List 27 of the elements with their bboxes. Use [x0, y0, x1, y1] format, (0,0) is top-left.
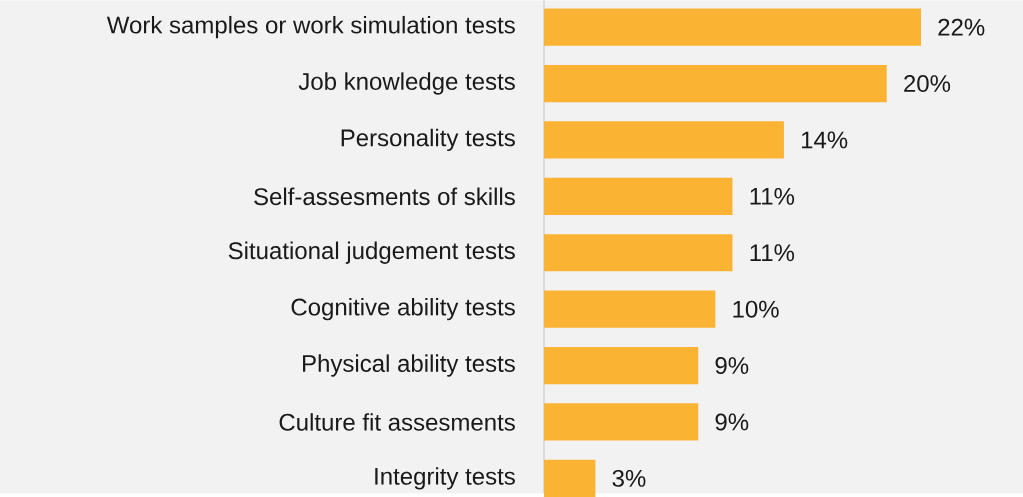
y-tick-label: Cognitive ability tests	[291, 297, 515, 321]
bar	[544, 290, 716, 328]
data-label: 9%	[715, 413, 749, 431]
data-label: 11%	[750, 244, 795, 262]
data-label: 3%	[612, 469, 646, 487]
y-tick-label: Job knowledge tests	[298, 72, 515, 95]
y-tick-label: Self-assesments of skills	[254, 187, 515, 206]
data-label: 14%	[801, 131, 848, 149]
bar	[544, 459, 596, 497]
y-tick-label: Situational judgement tests	[228, 241, 515, 264]
data-label: 11%	[750, 187, 795, 205]
bar	[544, 8, 921, 46]
y-tick-label: Physical ability tests	[303, 354, 515, 377]
bar	[544, 121, 784, 159]
y-tick-label: Culture fit assesments	[279, 413, 515, 431]
y-tick-label: Personality tests	[341, 128, 515, 152]
bar	[544, 403, 699, 441]
y-tick-label: Work samples or work simulation tests	[106, 15, 515, 39]
bar	[544, 346, 699, 385]
data-label: 20%	[904, 75, 951, 93]
data-label: 22%	[938, 18, 985, 36]
data-label: 9%	[715, 357, 749, 375]
y-tick-label: Integrity tests	[375, 467, 515, 490]
bar	[544, 234, 733, 272]
bar	[544, 177, 733, 215]
data-label: 10%	[733, 300, 779, 318]
bar	[544, 64, 887, 103]
